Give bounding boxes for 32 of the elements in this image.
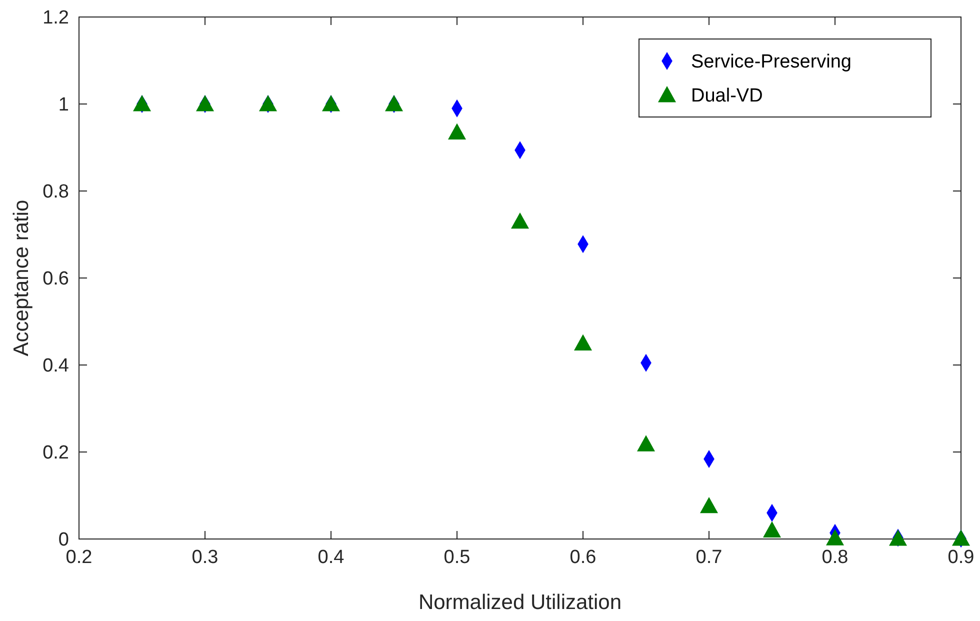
point xyxy=(826,529,844,546)
x-tick-label: 0.4 xyxy=(318,547,345,568)
point xyxy=(259,95,277,112)
x-tick-label: 0.5 xyxy=(444,547,470,568)
point xyxy=(637,435,655,452)
point xyxy=(385,95,403,112)
point xyxy=(196,95,214,112)
x-tick-label: 0.9 xyxy=(948,547,974,568)
legend-label: Service-Preserving xyxy=(691,52,852,73)
y-tick-label: 0 xyxy=(58,530,69,551)
point xyxy=(133,95,151,112)
x-tick-label: 0.7 xyxy=(696,547,722,568)
point xyxy=(574,334,592,350)
y-axis-title: Acceptance ratio xyxy=(10,200,33,356)
point xyxy=(700,496,718,514)
y-tick-label: 0.2 xyxy=(42,442,69,464)
point xyxy=(322,95,340,112)
point xyxy=(952,530,970,546)
y-tick-label: 0.8 xyxy=(42,182,69,203)
y-tick-label: 0.4 xyxy=(42,356,70,377)
point xyxy=(448,123,466,140)
x-tick-label: 0.3 xyxy=(192,547,218,568)
point xyxy=(763,521,781,538)
y-tick-label: 0.6 xyxy=(42,268,69,290)
point xyxy=(511,212,529,229)
y-tick-label: 1.2 xyxy=(42,8,69,29)
x-axis-title: Normalized Utilization xyxy=(418,591,622,614)
y-tick-label: 1 xyxy=(58,94,69,116)
x-tick-label: 0.6 xyxy=(570,547,596,568)
x-tick-label: 0.8 xyxy=(822,547,848,568)
legend-label: Dual-VD xyxy=(691,86,763,107)
point xyxy=(889,530,907,546)
